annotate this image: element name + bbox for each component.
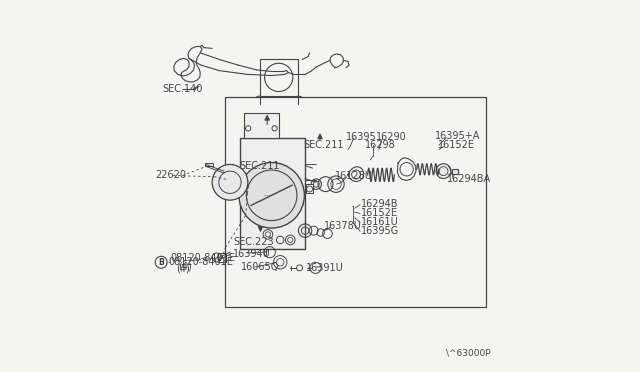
Circle shape: [212, 164, 248, 200]
Text: 16065Q: 16065Q: [241, 262, 279, 272]
Circle shape: [239, 163, 305, 228]
Text: \^63000P: \^63000P: [447, 348, 491, 357]
Bar: [260, 59, 298, 96]
Text: 16294BA: 16294BA: [447, 174, 491, 183]
Circle shape: [436, 164, 451, 179]
Text: 16395+A: 16395+A: [435, 131, 481, 141]
Text: 16290: 16290: [376, 132, 406, 142]
Circle shape: [311, 179, 321, 189]
Text: SEC.211: SEC.211: [239, 161, 280, 170]
Text: SEC.140: SEC.140: [162, 84, 202, 94]
Bar: [205, 163, 213, 166]
Text: (4): (4): [176, 264, 190, 273]
Text: 22620: 22620: [156, 170, 187, 180]
Text: 16152E: 16152E: [438, 140, 476, 150]
Text: 16294B: 16294B: [361, 199, 399, 209]
Text: (4): (4): [178, 262, 191, 271]
Text: 16391U: 16391U: [306, 263, 344, 273]
Text: 16378U: 16378U: [324, 221, 362, 231]
Text: 16394U: 16394U: [232, 249, 270, 259]
Text: 16395: 16395: [346, 132, 377, 142]
Text: 16128U: 16128U: [335, 171, 372, 180]
Text: SEC.211: SEC.211: [303, 140, 344, 150]
Text: SEC.223: SEC.223: [234, 237, 275, 247]
Text: 08120-8401E: 08120-8401E: [170, 253, 236, 263]
Text: 16395G: 16395G: [361, 226, 399, 235]
Bar: [452, 169, 458, 174]
Bar: [306, 184, 314, 193]
Text: 16298: 16298: [365, 140, 396, 150]
Text: 08120-8401E: 08120-8401E: [168, 257, 234, 267]
Bar: [240, 138, 305, 249]
Text: 16161U: 16161U: [361, 217, 399, 227]
Bar: [225, 97, 486, 307]
Text: 16152E: 16152E: [361, 208, 398, 218]
Text: B: B: [158, 258, 164, 267]
Bar: [218, 253, 225, 262]
Bar: [244, 113, 279, 138]
